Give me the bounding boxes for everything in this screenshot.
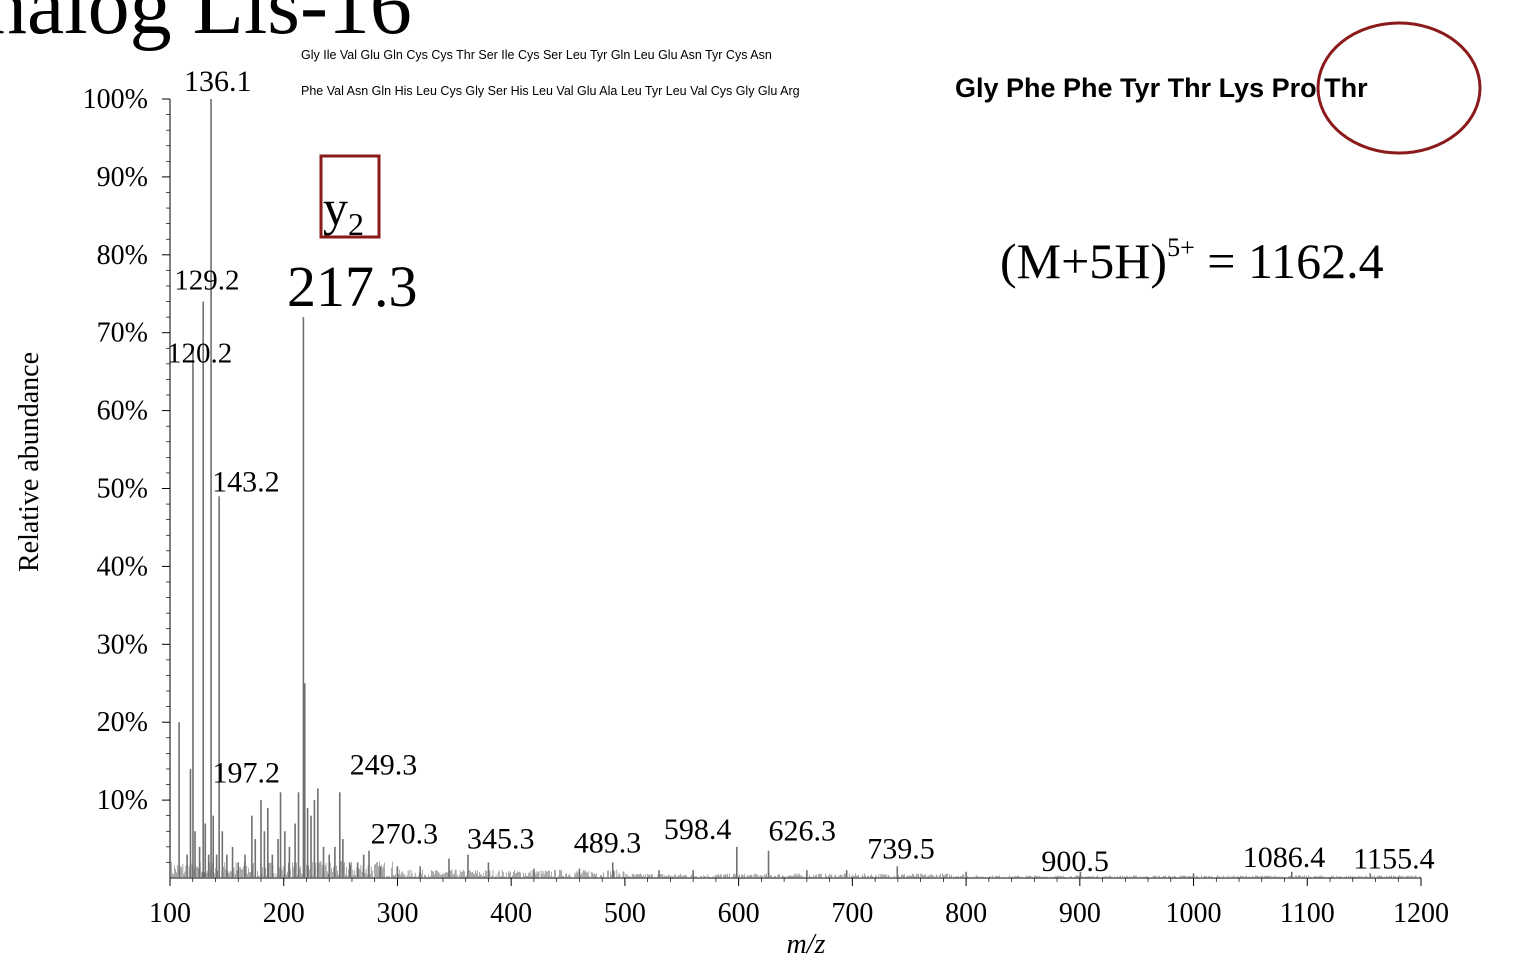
precursor-annotation: (M+5H)5+ = 1162.4 — [1000, 233, 1384, 289]
sequence-line-2-bold: Gly Phe Phe Tyr Thr Lys Pro Thr — [955, 73, 1368, 103]
spectrum-peaks — [178, 99, 1372, 878]
peak-label-136.1: 136.1 — [184, 65, 252, 98]
peak-label-626.3: 626.3 — [769, 815, 837, 848]
peak-label-129.2: 129.2 — [174, 265, 239, 297]
peak-label-900.5: 900.5 — [1041, 845, 1109, 878]
y-axis-ticks: 10% 20% 30% 40% 50% 60% 70% 80% 90% 100% — [83, 84, 170, 863]
y2-ion-label: y2 — [323, 180, 364, 242]
y-axis-title: Relative abundance — [14, 352, 45, 572]
precursor-prefix: (M+5H) — [1000, 233, 1167, 289]
peak-label-197.2: 197.2 — [213, 756, 281, 789]
x-axis-ticks: 100 200 300 400 500 600 700 800 900 1000 1100 1200 — [149, 878, 1449, 929]
y-tick-label-20: 20% — [97, 707, 148, 738]
x-tick-label-800: 800 — [945, 898, 987, 929]
x-tick-label-700: 700 — [831, 898, 873, 929]
peak-label-249.3: 249.3 — [350, 748, 418, 781]
x-tick-label-100: 100 — [149, 898, 191, 929]
x-tick-label-400: 400 — [490, 898, 532, 929]
y2-ion-subscript: 2 — [348, 206, 364, 242]
y2-ion-mass: 217.3 — [287, 254, 418, 319]
y-tick-label-30: 30% — [97, 629, 148, 660]
peak-label-345.3: 345.3 — [467, 823, 535, 856]
noise-path — [171, 860, 1421, 878]
x-tick-label-1000: 1000 — [1166, 898, 1222, 929]
slide-title-fragment: nalog Lis-16 — [0, 0, 412, 52]
y2-ion-letter: y — [323, 180, 348, 236]
x-tick-label-500: 500 — [604, 898, 646, 929]
peak-label-1155.4: 1155.4 — [1353, 842, 1434, 875]
x-tick-label-300: 300 — [376, 898, 418, 929]
peak-label-1086.4: 1086.4 — [1243, 841, 1326, 874]
y-tick-label-70: 70% — [97, 318, 148, 349]
y-tick-label-100: 100% — [83, 84, 148, 115]
peak-label-598.4: 598.4 — [664, 813, 732, 846]
x-tick-label-1100: 1100 — [1280, 898, 1335, 929]
x-tick-label-900: 900 — [1059, 898, 1101, 929]
x-axis-title: m/z — [787, 929, 826, 960]
y-tick-label-40: 40% — [97, 551, 148, 582]
x-tick-label-600: 600 — [718, 898, 760, 929]
peak-label-489.3: 489.3 — [574, 826, 642, 859]
lys-pro-highlight-circle — [1316, 21, 1482, 155]
peak-label-143.2: 143.2 — [212, 465, 280, 498]
peak-label-120.2: 120.2 — [167, 337, 232, 369]
y-tick-label-50: 50% — [97, 474, 148, 505]
y-tick-label-10: 10% — [97, 785, 148, 816]
sequence-line-1: Gly Ile Val Glu Gln Cys Cys Thr Ser Ile … — [301, 48, 772, 62]
baseline-noise — [171, 860, 1421, 878]
peak-label-739.5: 739.5 — [867, 832, 935, 865]
precursor-value: = 1162.4 — [1195, 233, 1384, 289]
precursor-charge: 5+ — [1167, 233, 1195, 262]
sequence-line-2-small: Phe Val Asn Gln His Leu Cys Gly Ser His … — [301, 84, 800, 98]
y2-ion-box — [319, 154, 381, 239]
y-tick-label-60: 60% — [97, 396, 148, 427]
y-tick-label-90: 90% — [97, 162, 148, 193]
peak-label-270.3: 270.3 — [371, 818, 439, 851]
peak-labels: 120.2 129.2 136.1 143.2 197.2 249.3 270.3 345.3… — [167, 65, 1435, 878]
x-tick-label-200: 200 — [263, 898, 305, 929]
y-tick-label-80: 80% — [97, 240, 148, 271]
x-tick-label-1200: 1200 — [1393, 898, 1449, 929]
